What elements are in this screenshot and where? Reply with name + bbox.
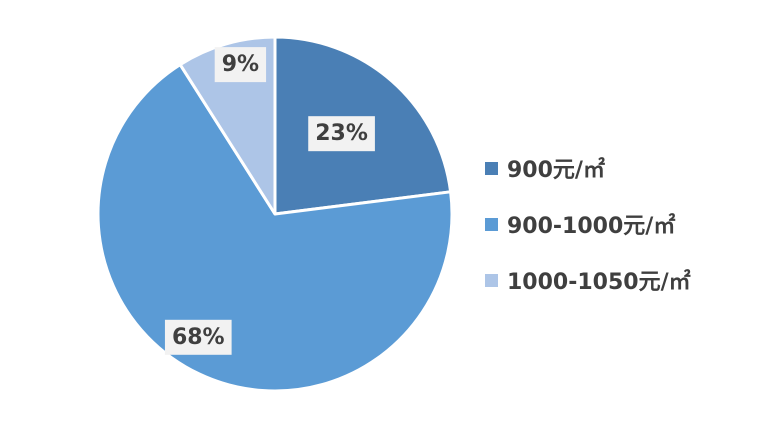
legend-label-900-1000: 900-1000元/㎡: [507, 214, 676, 239]
legend-swatch-900-1000: [485, 217, 498, 231]
legend-item-1000-1050: 1000-1050元/㎡: [485, 252, 775, 308]
data-label-text-1000-1050: 9%: [222, 52, 259, 77]
legend-label-900: 900元/㎡: [507, 158, 605, 183]
data-label-box-1000-1050: [214, 47, 267, 83]
data-label-text-900-1000: 68%: [172, 325, 225, 350]
data-label-box-900: [308, 116, 375, 152]
legend: 900元/㎡ 900-1000元/㎡ 1000-1050元/㎡: [485, 140, 775, 308]
data-label-1000-1050: 9%: [214, 47, 267, 83]
legend-swatch-1000-1050: [485, 273, 498, 287]
pie-slice-900-1000: [96, 63, 454, 393]
legend-swatch-900: [485, 161, 498, 175]
data-label-box-900-1000: [164, 319, 232, 355]
data-label-900-1000: 68%: [164, 319, 232, 355]
legend-item-900-1000: 900-1000元/㎡: [485, 196, 775, 252]
legend-label-1000-1050: 1000-1050元/㎡: [507, 270, 691, 295]
legend-item-900: 900元/㎡: [485, 140, 775, 196]
data-label-900: 23%: [308, 116, 375, 152]
data-label-text-900: 23%: [315, 121, 368, 146]
